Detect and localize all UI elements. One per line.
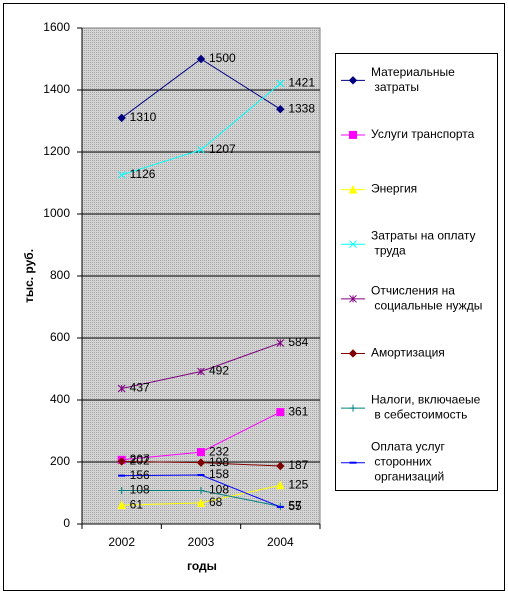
data-label: 232 (209, 444, 229, 458)
data-label: 1207 (209, 142, 236, 156)
legend-label: Энергия (371, 182, 417, 196)
marker (197, 145, 205, 154)
data-label: 198 (209, 455, 229, 469)
data-label: 202 (130, 454, 150, 468)
y-tick-label: 400 (50, 392, 70, 406)
y-tick-label: 200 (50, 454, 70, 468)
y-tick-label: 800 (50, 268, 70, 282)
marker (276, 480, 285, 490)
x-tick-label: 2003 (188, 535, 215, 549)
marker (348, 76, 358, 85)
marker (349, 130, 357, 139)
marker (117, 457, 126, 466)
y-tick-label: 1200 (43, 144, 70, 158)
data-label: 1500 (209, 51, 236, 65)
x-tick-label: 2002 (108, 535, 135, 549)
data-label: 125 (288, 477, 308, 491)
legend-label: Отчисления на социальные нужды (371, 283, 482, 312)
marker (118, 487, 126, 495)
marker (276, 79, 285, 88)
marker (349, 240, 357, 249)
data-label: 361 (288, 404, 308, 418)
data-label: 61 (130, 497, 144, 511)
marker (276, 339, 285, 347)
y-axis-title: тыс. руб. (22, 249, 36, 303)
marker (117, 500, 126, 510)
marker (197, 448, 205, 457)
marker (348, 349, 358, 358)
data-label: 1421 (288, 76, 315, 90)
marker (196, 54, 206, 64)
legend-label: Затраты на оплату труда (371, 229, 476, 258)
legend-label: Налоги, включаеые в себестоимость (371, 393, 481, 422)
marker (196, 498, 206, 507)
data-label: 207 (130, 452, 150, 466)
y-tick-label: 1600 (43, 20, 70, 34)
x-axis-title: годы (187, 559, 217, 573)
marker (276, 105, 285, 114)
legend-label: Амортизация (371, 346, 445, 360)
data-label: 57 (288, 499, 302, 513)
data-label: 437 (130, 381, 150, 395)
marker (276, 461, 285, 471)
data-label: 68 (209, 495, 223, 509)
data-label: 1310 (130, 110, 157, 124)
legend-label: Материальные затраты (371, 65, 455, 94)
data-label: 108 (130, 483, 150, 497)
y-tick-label: 1400 (43, 82, 70, 96)
data-label: 55 (288, 499, 302, 513)
marker (349, 294, 357, 303)
marker (197, 487, 205, 495)
marker (276, 408, 285, 417)
marker (197, 367, 205, 376)
data-label: 158 (209, 467, 229, 481)
y-tick-label: 1000 (43, 206, 70, 220)
data-label: 187 (288, 458, 308, 472)
marker (117, 171, 126, 179)
data-label: 156 (130, 468, 150, 482)
legend-box (335, 53, 498, 491)
data-label: 584 (288, 335, 308, 349)
legend-label: Услуги транспорта (371, 127, 475, 141)
data-label: 1338 (288, 101, 315, 115)
data-label: 492 (209, 364, 229, 378)
marker (349, 404, 357, 412)
data-label: 108 (209, 483, 229, 497)
marker (117, 113, 126, 123)
y-tick-label: 600 (50, 330, 70, 344)
x-tick-label: 2004 (267, 535, 294, 549)
y-tick-label: 0 (63, 516, 70, 530)
marker (348, 184, 358, 194)
data-label: 1126 (130, 167, 156, 181)
marker (196, 458, 206, 467)
marker (117, 384, 126, 393)
legend-label: Оплата услуг сторонних организаций (371, 440, 445, 484)
